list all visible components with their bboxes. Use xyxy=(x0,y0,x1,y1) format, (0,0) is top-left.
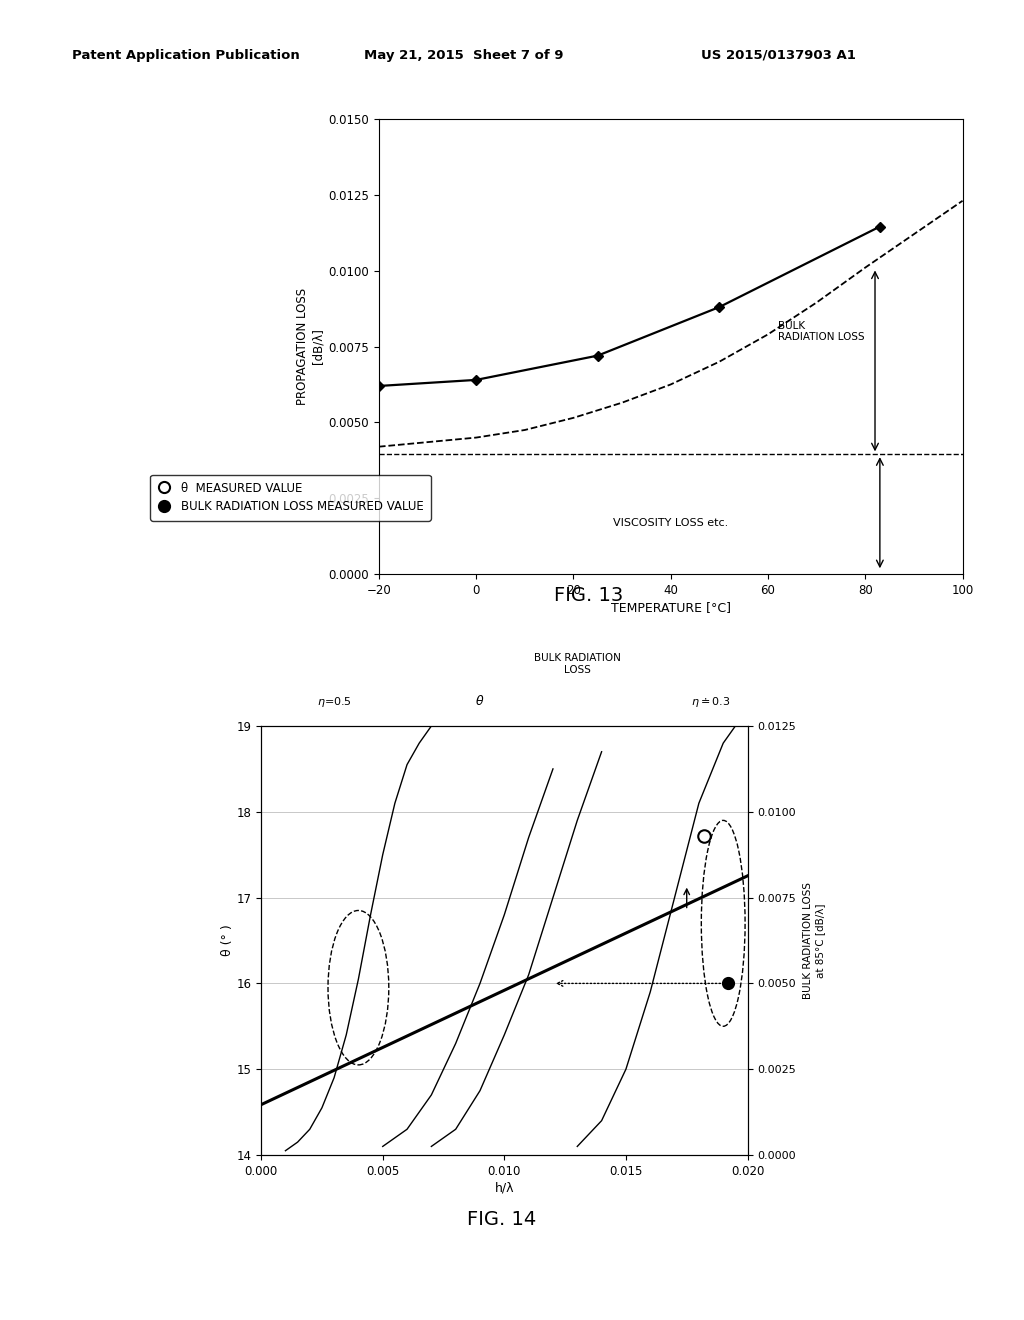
Text: FIG. 13: FIG. 13 xyxy=(554,586,624,605)
Y-axis label: BULK RADIATION LOSS
at 85°C [dB/λ]: BULK RADIATION LOSS at 85°C [dB/λ] xyxy=(803,882,825,999)
Text: $\eta$=0.5: $\eta$=0.5 xyxy=(316,694,351,709)
Text: $\eta$$\doteq$0.3: $\eta$$\doteq$0.3 xyxy=(691,694,731,709)
Text: FIG. 14: FIG. 14 xyxy=(467,1210,537,1229)
Text: BULK
RADIATION LOSS: BULK RADIATION LOSS xyxy=(778,321,864,342)
Text: BULK RADIATION
LOSS: BULK RADIATION LOSS xyxy=(534,653,621,675)
X-axis label: h/λ: h/λ xyxy=(495,1181,514,1195)
X-axis label: TEMPERATURE [°C]: TEMPERATURE [°C] xyxy=(610,601,731,614)
Text: Patent Application Publication: Patent Application Publication xyxy=(72,49,299,62)
Y-axis label: θ (° ): θ (° ) xyxy=(220,924,233,957)
Y-axis label: PROPAGATION LOSS
[dB/λ]: PROPAGATION LOSS [dB/λ] xyxy=(296,288,325,405)
Text: May 21, 2015  Sheet 7 of 9: May 21, 2015 Sheet 7 of 9 xyxy=(364,49,563,62)
Text: VISCOSITY LOSS etc.: VISCOSITY LOSS etc. xyxy=(613,517,728,528)
Text: US 2015/0137903 A1: US 2015/0137903 A1 xyxy=(701,49,856,62)
Text: $\theta$: $\theta$ xyxy=(475,693,484,708)
Legend: θ  MEASURED VALUE, BULK RADIATION LOSS MEASURED VALUE: θ MEASURED VALUE, BULK RADIATION LOSS ME… xyxy=(151,474,431,520)
